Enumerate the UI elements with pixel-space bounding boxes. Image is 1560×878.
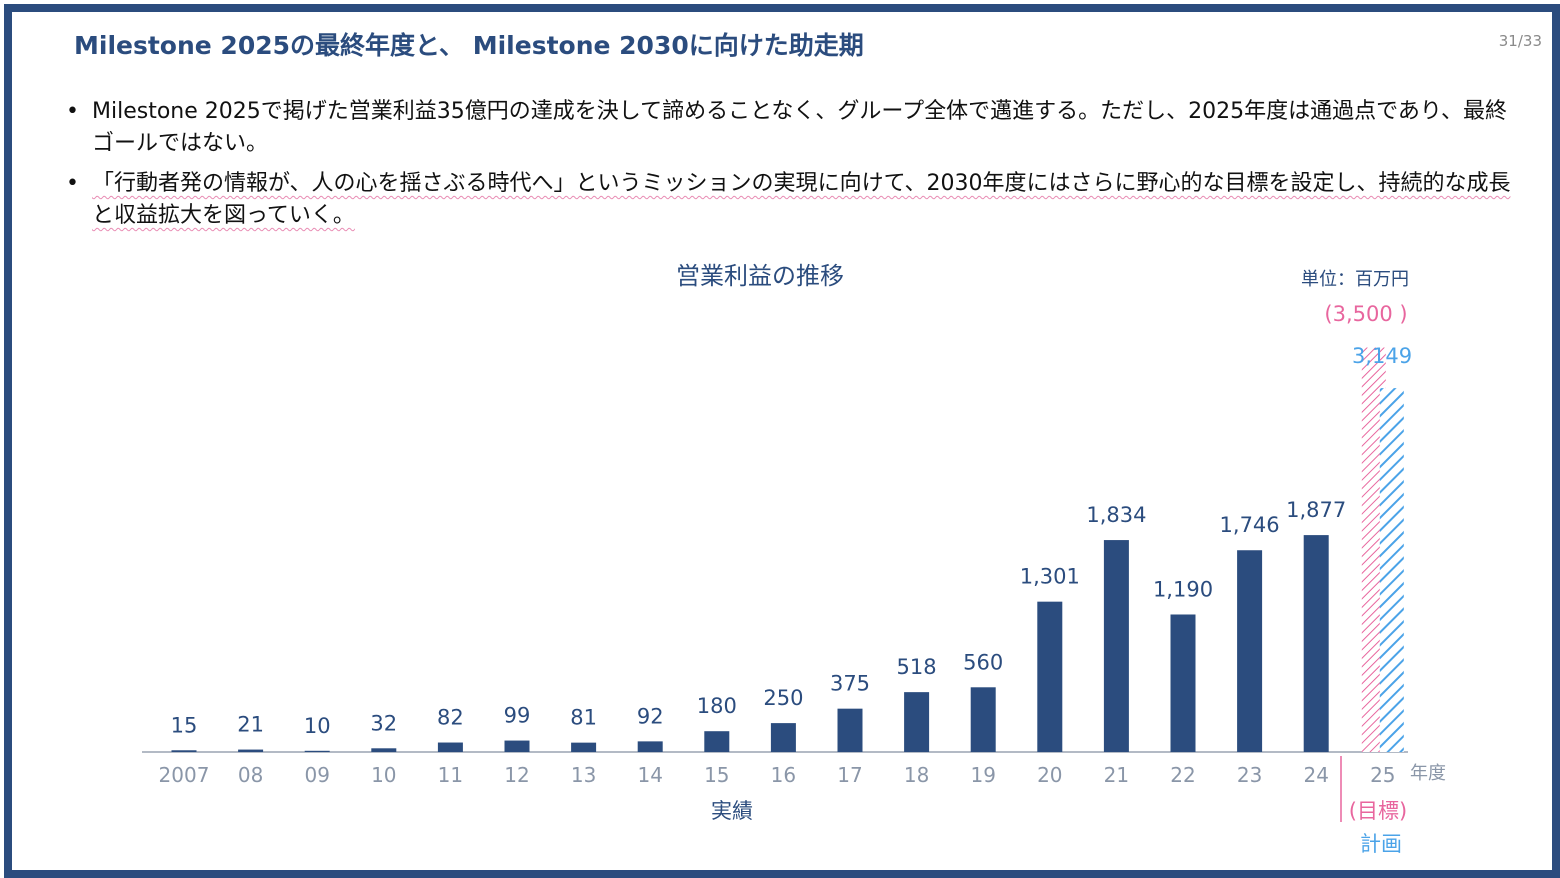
x-tick-label: 21: [1104, 763, 1129, 787]
data-label: 375: [830, 672, 870, 696]
x-tick-label: 2007: [159, 763, 210, 787]
bar: [1303, 535, 1329, 752]
x-tick-label: 11: [438, 763, 463, 787]
data-label: 82: [437, 706, 464, 730]
x-tick-label: 22: [1170, 763, 1195, 787]
x-tick-label: 19: [970, 763, 995, 787]
x-tick-label: 17: [837, 763, 862, 787]
x-tick-label: 25: [1370, 763, 1395, 787]
data-label: 10: [304, 714, 331, 738]
bullet-item: Milestone 2025で掲げた営業利益35億円の達成を決して諦めることなく…: [66, 96, 1511, 160]
bar: [904, 692, 930, 752]
bar: [171, 750, 197, 752]
bar: [437, 742, 463, 752]
data-label: 250: [763, 686, 803, 710]
bar: [637, 741, 663, 752]
x-tick-label: 16: [771, 763, 796, 787]
x-tick-label: 20: [1037, 763, 1062, 787]
data-label: 1,746: [1220, 513, 1280, 537]
data-label: 180: [697, 694, 737, 718]
slide-title: Milestone 2025の最終年度と、 Milestone 2030に向けた…: [74, 31, 864, 60]
data-label: 518: [897, 655, 937, 679]
bar: [1037, 601, 1063, 752]
x-axis-label: 年度: [1410, 763, 1446, 784]
data-label: 15: [171, 713, 198, 737]
data-label: 81: [570, 706, 597, 730]
bar: [304, 750, 330, 752]
group-label-plan: 計画: [1360, 832, 1402, 856]
bar: [1237, 550, 1263, 752]
data-label: 1,834: [1086, 503, 1146, 527]
x-tick-label: 08: [238, 763, 263, 787]
bullet-list: Milestone 2025で掲げた営業利益35億円の達成を決して諦めることなく…: [66, 96, 1511, 240]
x-tick-label: 23: [1237, 763, 1262, 787]
unit-label: 単位：百万円: [1301, 269, 1409, 290]
bar: [371, 748, 397, 752]
data-label: 92: [637, 704, 664, 728]
chart-title: 営業利益の推移: [676, 262, 844, 290]
data-label: 99: [504, 704, 531, 728]
data-label: 1,190: [1153, 577, 1213, 601]
x-tick-label: 15: [704, 763, 729, 787]
x-tick-label: 14: [637, 763, 662, 787]
page-number: 31/33: [1498, 32, 1542, 50]
group-label-target: (目標): [1349, 799, 1407, 823]
target-data-label: (3,500 ): [1324, 302, 1407, 326]
x-tick-label: 24: [1303, 763, 1328, 787]
bar: [571, 742, 597, 752]
data-label: 1,301: [1020, 565, 1080, 589]
x-tick-label: 13: [571, 763, 596, 787]
x-tick-label: 12: [504, 763, 529, 787]
data-label: 21: [237, 713, 264, 737]
bar: [837, 708, 863, 752]
bar: [970, 687, 996, 752]
x-tick-label: 18: [904, 763, 929, 787]
plan-bar: [1379, 388, 1404, 752]
bar: [504, 740, 530, 752]
bar: [704, 731, 730, 752]
x-tick-label: 10: [371, 763, 396, 787]
data-label: 560: [963, 650, 1003, 674]
data-label: 1,877: [1286, 498, 1346, 522]
x-tick-label: 09: [304, 763, 329, 787]
plan-data-label: 3,149: [1352, 344, 1412, 368]
bar: [238, 749, 264, 752]
bar: [770, 723, 796, 752]
bar: [1170, 614, 1196, 752]
slide-frame: [4, 4, 1560, 878]
group-label-actual: 実績: [711, 799, 753, 823]
bullet-item: 「行動者発の情報が、人の心を揺さぶる時代へ」というミッションの実現に向けて、20…: [66, 168, 1511, 232]
bar: [1103, 540, 1129, 752]
data-label: 32: [370, 711, 397, 735]
